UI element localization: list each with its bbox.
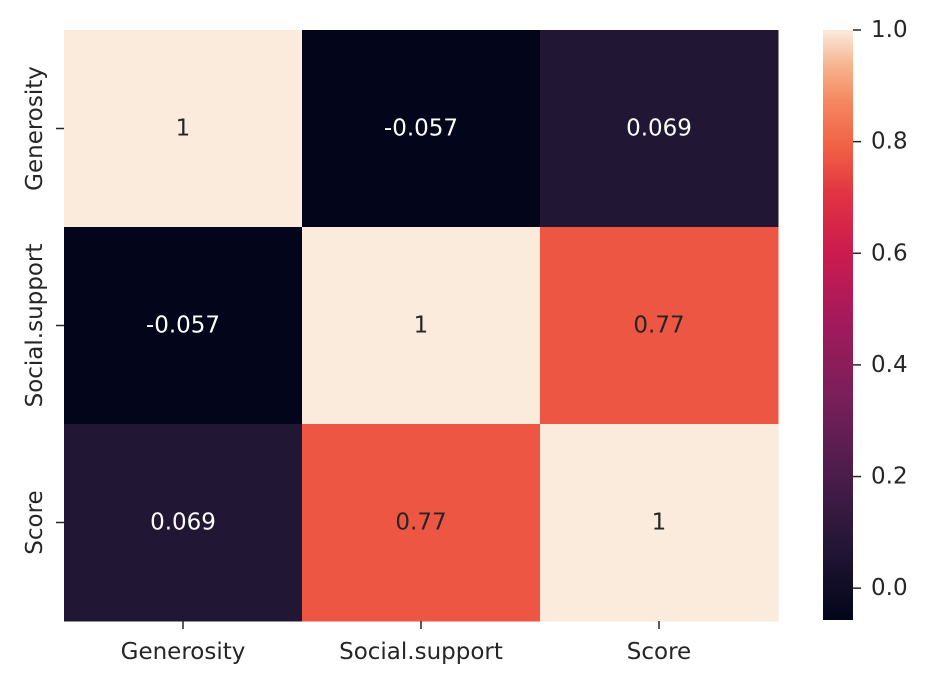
heatmap-cell xyxy=(540,30,779,228)
colorbar-tick-label: 0.8 xyxy=(871,129,908,155)
y-tick-label: Generosity xyxy=(22,66,48,191)
cell-annotation: 1 xyxy=(652,510,667,536)
heatmap-cell xyxy=(540,227,779,425)
x-tick-label: Score xyxy=(627,639,691,665)
heatmap-cell xyxy=(302,30,541,228)
cell-annotation: 1 xyxy=(176,116,191,142)
y-tick-label: Score xyxy=(22,490,48,554)
colorbar-tick-label: 1.0 xyxy=(871,17,908,43)
cell-annotation: 1 xyxy=(414,313,429,339)
cell-annotation: -0.057 xyxy=(146,313,220,339)
heatmap-cell xyxy=(302,227,541,425)
colorbar-tick-label: 0.6 xyxy=(871,240,908,266)
heatmap-cell xyxy=(64,30,303,228)
x-tick-label: Generosity xyxy=(121,639,246,665)
heatmap-cell xyxy=(540,424,779,622)
y-axis: Generosity Social.support Score xyxy=(22,66,64,555)
colorbar xyxy=(823,30,853,620)
heatmap-cell xyxy=(64,424,303,622)
heatmap-cell xyxy=(64,227,303,425)
x-axis: Generosity Social.support Score xyxy=(121,621,691,665)
heatmap-cells xyxy=(64,30,779,622)
cell-annotation: 0.069 xyxy=(626,116,692,142)
colorbar-tick-label: 0.4 xyxy=(871,352,908,378)
cell-annotation: 0.77 xyxy=(633,313,684,339)
heatmap-cell xyxy=(302,424,541,622)
cell-annotations: 1 -0.057 0.069 -0.057 1 0.77 0.069 0.77 1 xyxy=(146,116,692,536)
y-tick-label: Social.support xyxy=(22,244,48,408)
x-tick-label: Social.support xyxy=(339,639,503,665)
colorbar-tick-label: 0.0 xyxy=(871,575,908,601)
colorbar-tick-label: 0.2 xyxy=(871,464,908,490)
cell-annotation: -0.057 xyxy=(384,116,458,142)
colorbar-axis: 0.0 0.2 0.4 0.6 0.8 1.0 xyxy=(853,17,908,601)
cell-annotation: 0.77 xyxy=(395,510,446,536)
cell-annotation: 0.069 xyxy=(150,510,216,536)
